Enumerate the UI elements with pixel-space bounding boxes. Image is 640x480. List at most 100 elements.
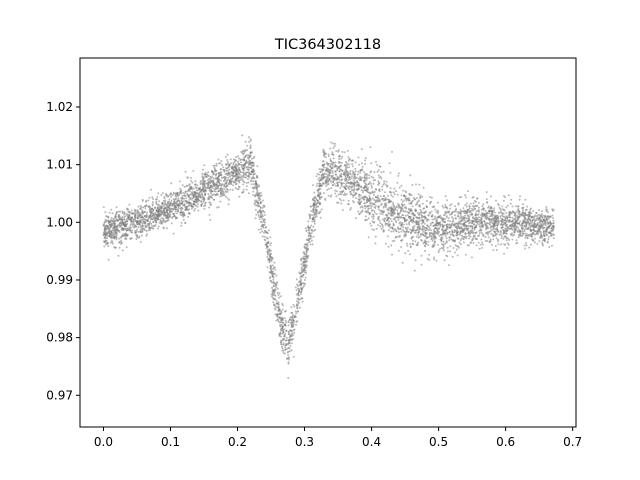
data-point	[523, 212, 526, 215]
data-point	[347, 203, 350, 206]
data-point	[151, 224, 153, 227]
data-point	[118, 223, 121, 226]
data-point	[363, 185, 366, 188]
data-point	[347, 174, 349, 177]
data-point	[470, 230, 473, 233]
data-point	[496, 216, 499, 219]
data-point	[282, 331, 285, 334]
data-point	[395, 206, 398, 209]
data-point	[110, 219, 113, 221]
data-point	[340, 175, 343, 178]
data-point	[516, 214, 519, 217]
data-point	[468, 230, 470, 233]
data-point	[298, 280, 301, 283]
data-point	[192, 197, 195, 199]
data-point	[354, 192, 357, 194]
data-point	[131, 216, 134, 219]
data-point	[291, 312, 294, 314]
data-point	[287, 343, 289, 346]
data-point	[160, 194, 163, 196]
data-point	[460, 226, 463, 229]
data-point	[353, 177, 356, 180]
data-point	[261, 235, 264, 238]
data-point	[397, 202, 399, 205]
data-point	[331, 170, 334, 173]
data-point	[154, 216, 157, 219]
data-point	[459, 220, 462, 223]
data-point	[333, 145, 336, 148]
data-point	[343, 192, 346, 195]
data-point	[238, 186, 241, 189]
data-point	[196, 189, 198, 192]
data-point	[460, 243, 462, 246]
data-point	[354, 182, 357, 184]
data-point	[124, 233, 126, 236]
data-point	[522, 220, 525, 223]
data-point	[275, 305, 277, 308]
data-point	[471, 239, 474, 242]
data-point	[111, 241, 114, 244]
data-point	[234, 178, 237, 180]
data-point	[347, 186, 350, 189]
data-point	[271, 256, 274, 259]
data-point	[484, 239, 487, 242]
data-point	[449, 220, 452, 223]
data-point	[169, 193, 172, 196]
data-point	[383, 229, 385, 232]
data-point	[297, 292, 300, 295]
data-point	[411, 239, 414, 242]
data-point	[390, 208, 393, 211]
data-point	[500, 237, 503, 240]
data-point	[269, 267, 272, 270]
data-point	[504, 219, 507, 222]
data-point	[472, 241, 475, 244]
data-point	[506, 247, 509, 249]
data-point	[228, 182, 230, 185]
data-point	[353, 185, 356, 188]
data-point	[280, 339, 282, 342]
data-point	[399, 221, 402, 224]
data-point	[275, 319, 278, 322]
data-point	[278, 296, 281, 299]
data-point	[183, 186, 186, 188]
data-point	[161, 204, 164, 207]
data-point	[387, 222, 389, 225]
data-point	[524, 234, 527, 237]
data-point	[270, 253, 273, 255]
data-point	[386, 216, 389, 219]
data-point	[466, 244, 469, 247]
data-point	[220, 193, 222, 196]
data-point	[454, 251, 456, 254]
data-point	[506, 242, 509, 245]
data-point	[179, 202, 182, 205]
data-point	[303, 267, 306, 270]
data-point	[549, 229, 552, 232]
data-point	[203, 173, 206, 176]
data-point	[370, 185, 373, 187]
data-point	[426, 218, 429, 221]
data-point	[509, 202, 512, 205]
data-point	[128, 229, 131, 232]
data-point	[464, 194, 467, 197]
data-point	[300, 288, 303, 291]
data-point	[272, 301, 275, 304]
data-point	[445, 216, 448, 219]
data-point	[433, 230, 436, 233]
data-point	[388, 212, 391, 215]
data-point	[504, 217, 507, 220]
data-point	[525, 244, 528, 247]
data-point	[551, 217, 554, 220]
data-point	[273, 307, 276, 310]
data-point	[269, 280, 272, 282]
data-point	[349, 173, 352, 176]
data-point	[310, 235, 312, 238]
data-point	[202, 179, 205, 182]
data-point	[285, 336, 288, 339]
data-point	[261, 213, 264, 216]
data-point	[290, 325, 293, 328]
data-point	[301, 300, 304, 303]
data-point	[545, 221, 548, 224]
data-point	[108, 234, 111, 237]
data-point	[460, 215, 462, 217]
data-point	[252, 164, 255, 167]
